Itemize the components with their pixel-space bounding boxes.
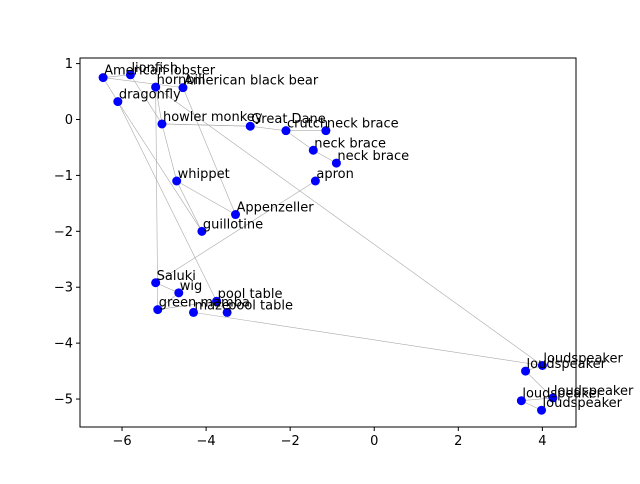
data-point [521, 366, 531, 376]
point-label: loudspeaker [543, 396, 623, 411]
point-label: whippet [178, 167, 230, 182]
data-point [212, 296, 222, 306]
y-axis-ticks: 1 0 −1 −2 −3 −4 −5 [54, 57, 80, 408]
point-label: lionfish [131, 61, 178, 76]
data-point [178, 83, 188, 93]
x-tick-label: 0 [370, 434, 378, 449]
point-label: loudspeaker [554, 384, 634, 399]
point-label: loudspeaker [522, 387, 602, 402]
connection-line [155, 87, 159, 310]
connection-line [250, 125, 287, 131]
data-point [174, 288, 184, 298]
data-point [222, 307, 232, 317]
point-label: apron [316, 167, 353, 182]
y-tick-label: −3 [54, 281, 73, 296]
connection-line [182, 87, 236, 215]
connection-line [155, 87, 163, 125]
connection-line [155, 180, 316, 284]
point-label: Saluki [157, 269, 196, 284]
data-point [321, 126, 331, 136]
connection-line [103, 74, 131, 78]
point-label: dragonfly [119, 88, 181, 103]
data-point [516, 396, 526, 406]
connection-line [521, 397, 553, 402]
y-tick-label: −4 [54, 337, 73, 352]
data-point [197, 226, 207, 236]
connection-line [130, 74, 163, 125]
data-point [331, 158, 341, 168]
data-points [98, 70, 558, 415]
data-point [231, 210, 241, 220]
y-tick-label: −1 [54, 169, 73, 184]
x-tick-label: −6 [112, 434, 131, 449]
connection-line [525, 370, 554, 399]
point-label: Great Dane [251, 112, 326, 127]
data-point [151, 278, 161, 288]
data-point [125, 70, 135, 80]
connection-line [117, 101, 203, 232]
point-label: maze [194, 298, 229, 313]
data-point [308, 145, 318, 155]
point-label: loudspeaker [527, 357, 607, 372]
y-tick-label: 1 [65, 57, 73, 72]
y-tick-label: 0 [65, 113, 73, 128]
point-label: American lobster [104, 64, 216, 79]
point-label: Appenzeller [237, 201, 315, 216]
data-point [157, 119, 167, 129]
data-point [188, 307, 198, 317]
point-label: guillotine [203, 217, 263, 232]
connection-line [285, 130, 314, 151]
plot-frame [79, 57, 577, 428]
data-point [153, 305, 163, 315]
x-tick-label: 2 [454, 434, 462, 449]
point-label: American black bear [184, 74, 319, 89]
point-label: hornbill [157, 73, 206, 88]
x-tick-label: −2 [281, 434, 300, 449]
data-point [98, 73, 108, 83]
connection-line [117, 101, 217, 302]
connection-line [161, 123, 177, 182]
connection-line [176, 180, 236, 215]
point-label: neck brace [314, 136, 386, 151]
connection-line [155, 86, 543, 366]
point-label: wig [180, 279, 203, 294]
connection-line [103, 77, 184, 88]
data-point [113, 97, 123, 107]
data-point [548, 393, 558, 403]
data-point [245, 121, 255, 131]
connection-line [176, 180, 203, 232]
x-axis-ticks: −6 −4 −2 0 2 4 [112, 427, 547, 449]
point-label: green mamba [159, 296, 250, 311]
y-tick-label: −5 [54, 393, 73, 408]
data-point [537, 405, 547, 415]
point-label: neck brace [327, 117, 399, 132]
connection-line [161, 123, 251, 127]
data-point [281, 126, 291, 136]
data-point [172, 176, 182, 186]
point-label: loudspeaker [543, 352, 623, 367]
point-label: howler monkey [163, 110, 263, 125]
connection-line [157, 300, 217, 310]
point-label: pool table [228, 298, 293, 313]
point-label: pool table [218, 287, 283, 302]
connection-line [193, 312, 543, 366]
x-tick-label: 4 [538, 434, 546, 449]
y-tick-label: −2 [54, 225, 73, 240]
data-point [151, 82, 161, 92]
connection-line [102, 77, 119, 102]
point-label: neck brace [337, 149, 409, 164]
point-label: crutch [287, 117, 328, 132]
x-tick-label: −4 [197, 434, 216, 449]
data-point [537, 361, 547, 370]
data-point [310, 176, 320, 186]
